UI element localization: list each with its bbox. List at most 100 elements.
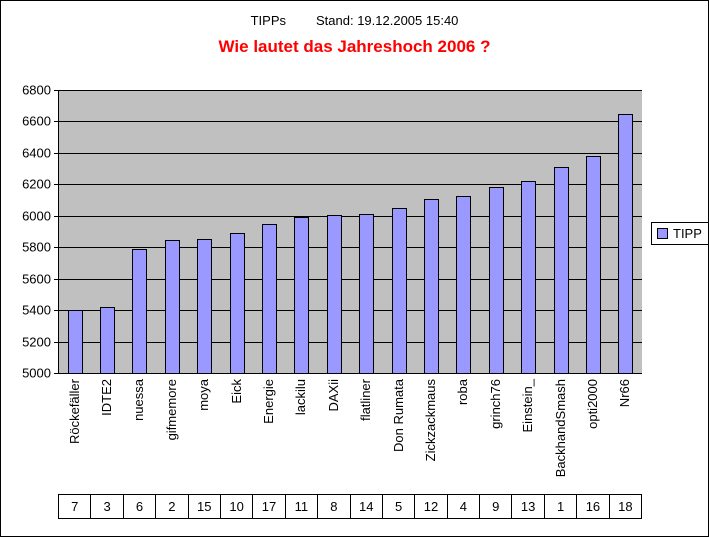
- category-slot: Zickzackmaus: [414, 374, 446, 492]
- category-slot: Don Rumata: [382, 374, 414, 492]
- bar: [229, 233, 245, 373]
- category-slot: IDTE2: [90, 374, 122, 492]
- bar-slot: [480, 90, 512, 373]
- bar-slot: [448, 90, 480, 373]
- category-slot: moya: [188, 374, 220, 492]
- category-label: opti2000: [584, 379, 600, 429]
- category-label: IDTE2: [99, 379, 115, 416]
- bar-slot: [59, 90, 91, 373]
- category-axis: Röckefäller IDTE2 nuessa gifmemore moya Eick E…: [58, 374, 641, 492]
- bar-slot: [91, 90, 123, 373]
- y-axis-tick-label: 5200: [22, 334, 51, 350]
- y-axis-tick-mark: [54, 278, 58, 280]
- gridline: [59, 247, 642, 249]
- rank-cell: 18: [608, 495, 641, 518]
- category-slot: nuessa: [123, 374, 155, 492]
- rank-cell: 12: [414, 495, 446, 518]
- bar: [553, 167, 569, 373]
- bar-slot: [577, 90, 609, 373]
- bar-slot: [351, 90, 383, 373]
- bar: [326, 215, 342, 373]
- rank-cell: 10: [219, 495, 252, 518]
- category-label: Nr66: [617, 379, 633, 408]
- bar-slot: [415, 90, 447, 373]
- bar-slot: [156, 90, 188, 373]
- y-axis-tick-label: 5400: [22, 302, 51, 318]
- category-slot: DAXii: [317, 374, 349, 492]
- bar-slot: [610, 90, 642, 373]
- category-label: Eick: [228, 379, 244, 404]
- gridline: [59, 278, 642, 280]
- category-slot: opti2000: [576, 374, 608, 492]
- bar-slot: [318, 90, 350, 373]
- rank-cell: 4: [446, 495, 479, 518]
- bar: [197, 239, 213, 373]
- y-axis-tick-mark: [54, 184, 58, 186]
- rank-cell: 11: [284, 495, 317, 518]
- bar-slot: [124, 90, 156, 373]
- gridline: [59, 310, 642, 312]
- bar-slot: [383, 90, 415, 373]
- bar: [132, 248, 148, 373]
- category-label: Röckefäller: [66, 379, 82, 445]
- bar: [262, 223, 278, 373]
- y-axis-tick-label: 6400: [22, 145, 51, 161]
- legend-label: TIPP: [673, 226, 702, 241]
- bar: [521, 181, 537, 373]
- category-slot: Eick: [220, 374, 252, 492]
- bar: [164, 240, 180, 373]
- category-label: Einstein_: [520, 379, 536, 433]
- plot-area: [54, 90, 642, 374]
- bar: [456, 195, 472, 373]
- y-axis-tick-label: 5000: [22, 365, 51, 381]
- bar-slot: [286, 90, 318, 373]
- rank-cell: 7: [71, 499, 79, 514]
- category-slot: grinch76: [479, 374, 511, 492]
- y-axis-tick-mark: [54, 373, 58, 374]
- y-axis-tick-mark: [54, 121, 58, 123]
- category-slot: Energie: [252, 374, 284, 492]
- y-axis-tick-label: 5600: [22, 271, 51, 287]
- category-slot: roba: [447, 374, 479, 492]
- category-slot: Einstein_: [511, 374, 543, 492]
- category-label: lackilu: [293, 379, 309, 416]
- y-axis-tick-mark: [54, 247, 58, 249]
- rank-cell: 8: [317, 495, 349, 518]
- legend: TIPP: [651, 222, 708, 245]
- category-label: flatliner: [358, 379, 374, 421]
- category-slot: gifmemore: [155, 374, 187, 492]
- gridline: [59, 121, 642, 123]
- rank-cell: 9: [479, 495, 511, 518]
- gridline: [59, 152, 642, 154]
- rank-cell: 13: [511, 495, 543, 518]
- bar-slot: [221, 90, 253, 373]
- header-stand-label: Stand: 19.12.2005 15:40: [316, 13, 459, 28]
- bar-slot: [253, 90, 285, 373]
- category-slot: lackilu: [285, 374, 317, 492]
- category-label: Zickzackmaus: [422, 379, 438, 462]
- bar-slot: [512, 90, 544, 373]
- y-axis-tick-mark: [54, 310, 58, 312]
- y-axis-tick-label: 6800: [22, 82, 51, 98]
- rank-cell: 6: [122, 495, 155, 518]
- gridline: [59, 341, 642, 343]
- bar: [585, 156, 601, 373]
- y-axis-tick-label: 5800: [22, 239, 51, 255]
- bar-slot: [545, 90, 577, 373]
- gridline: [59, 184, 642, 186]
- header-series-caption: TIPPs: [250, 13, 286, 28]
- bar-series: [59, 90, 642, 373]
- chart-header: TIPPs Stand: 19.12.2005 15:40: [1, 13, 708, 28]
- rank-cell: 17: [252, 495, 284, 518]
- bar: [294, 216, 310, 373]
- rank-cell: 1: [543, 495, 576, 518]
- rank-cell: 5: [381, 495, 414, 518]
- y-axis-tick-label: 6000: [22, 208, 51, 224]
- category-label: DAXii: [325, 379, 341, 412]
- bar: [359, 214, 375, 373]
- gridline: [59, 215, 642, 217]
- category-label: Energie: [261, 379, 277, 424]
- y-axis-tick-mark: [54, 215, 58, 217]
- category-label: gifmemore: [163, 379, 179, 441]
- category-slot: Nr66: [609, 374, 641, 492]
